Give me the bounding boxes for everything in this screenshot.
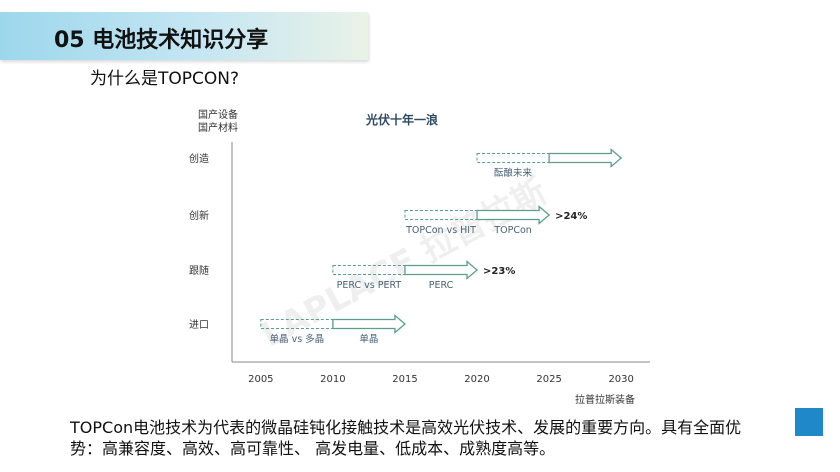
chart-watermark: LAPLACE 拉普拉斯 <box>255 171 554 355</box>
y-level-label: 跟随 <box>189 264 209 277</box>
section-title: 05 电池技术知识分享 <box>54 28 269 53</box>
x-tick-label: 2005 <box>248 374 273 385</box>
y-level-label: 创造 <box>189 152 209 165</box>
arrow-segment-label: TOPCon <box>493 225 531 236</box>
y-axis-label-line: 国产设备 <box>198 108 238 121</box>
arrow-segment-label: TOPCon vs HIT <box>405 225 476 236</box>
x-tick-label: 2015 <box>392 374 417 385</box>
arrow-solid-segment <box>548 148 623 168</box>
x-tick-label: 2030 <box>608 374 633 385</box>
y-level-label: 创新 <box>189 209 209 222</box>
x-tick-label: 2010 <box>320 374 345 385</box>
arrow-segment-label: 单晶 vs 多晶 <box>270 333 325 345</box>
arrow-solid-segment <box>404 260 479 280</box>
arrow-segment-label: PERC <box>429 280 454 291</box>
arrow-solid-segment <box>476 205 551 225</box>
arrow-dashed-segment <box>476 153 550 163</box>
x-tick-label: 2025 <box>536 374 561 385</box>
slide-subtitle: 为什么是TOPCON? <box>90 69 240 89</box>
body-paragraph: TOPCon电池技术为代表的微晶硅钝化接触技术是高效光伏技术、发展的重要方向。具… <box>70 418 742 458</box>
arrow-segment-label: 酝酿未来 <box>494 167 533 179</box>
chart-title: 光伏十年一浪 <box>365 112 438 127</box>
section-title-bar <box>0 12 368 60</box>
y-level-label: 进口 <box>189 319 209 331</box>
arrow-solid-segment <box>332 314 406 334</box>
arrow-segment-label: PERC vs PERT <box>337 280 402 291</box>
accent-square <box>795 408 823 436</box>
x-tick-label: 2020 <box>464 374 489 385</box>
source-label: 拉普拉斯装备 <box>575 393 635 406</box>
y-axis-label-line: 国产材料 <box>198 121 238 134</box>
arrow-segment-label: 单晶 <box>359 333 378 345</box>
arrow-annotation: >23% <box>483 266 515 277</box>
arrow-annotation: >24% <box>555 211 587 222</box>
